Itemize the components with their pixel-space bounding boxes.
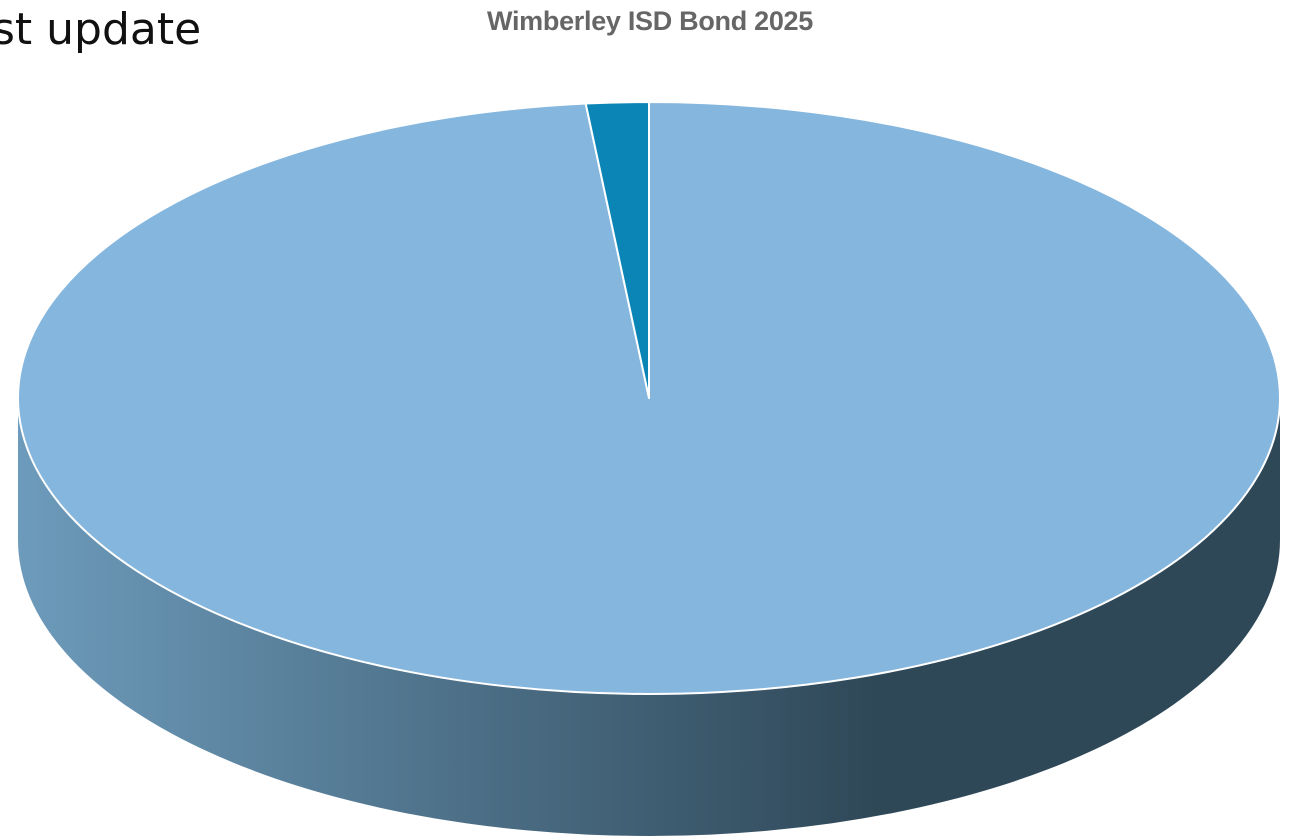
slide-heading: st update <box>0 4 202 55</box>
pie-slices <box>17 101 1281 695</box>
chart-title: Wimberley ISD Bond 2025 <box>487 6 813 36</box>
pie-side-wall <box>18 398 1280 836</box>
pie-slice-2 <box>584 101 650 399</box>
